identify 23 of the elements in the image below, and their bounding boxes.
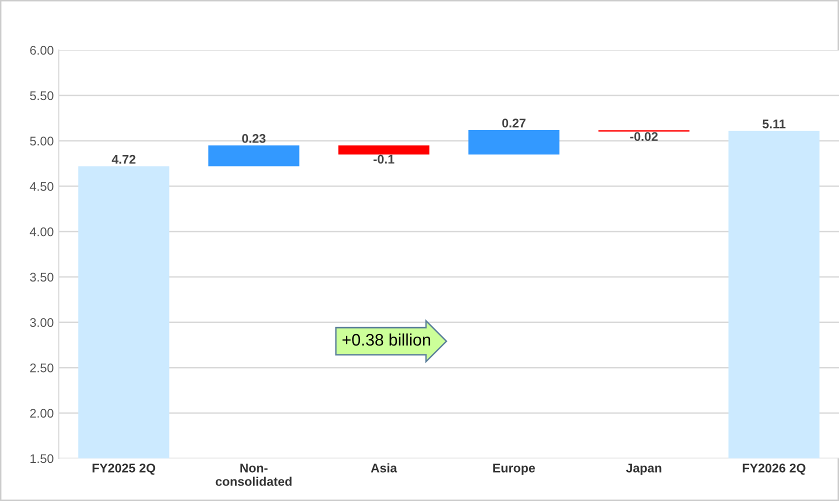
data-label: 4.72 — [112, 154, 136, 164]
data-label: -0.02 — [630, 132, 658, 141]
x-tick-label: Japan — [626, 464, 662, 475]
x-tick-label: Europe — [493, 464, 535, 475]
y-tick-label: 1.50 — [30, 454, 54, 464]
x-tick-label: FY2026 2Q — [742, 464, 806, 475]
x-tick-label: FY2025 2Q — [92, 464, 156, 475]
data-label: -0.1 — [374, 154, 394, 164]
y-tick-label: 5.50 — [30, 91, 54, 100]
y-tick-label: 2.00 — [30, 408, 54, 418]
y-tick-label: 2.50 — [30, 363, 54, 372]
y-tick-label: 3.00 — [30, 318, 54, 327]
data-label: 5.11 — [762, 120, 786, 128]
data-label: 0.23 — [242, 134, 266, 143]
x-tick-label: Non- consolidated — [216, 464, 292, 486]
annotation: +0.38 billion — [342, 333, 430, 346]
y-tick-label: 3.50 — [30, 272, 54, 282]
y-tick-label: 5.00 — [30, 136, 54, 146]
y-tick-label: 6.00 — [30, 46, 54, 55]
x-tick-label: Asia — [370, 463, 398, 472]
y-tick-label: 4.00 — [30, 227, 54, 236]
data-label: 0.27 — [502, 118, 526, 128]
y-tick-label: 4.50 — [30, 182, 54, 191]
